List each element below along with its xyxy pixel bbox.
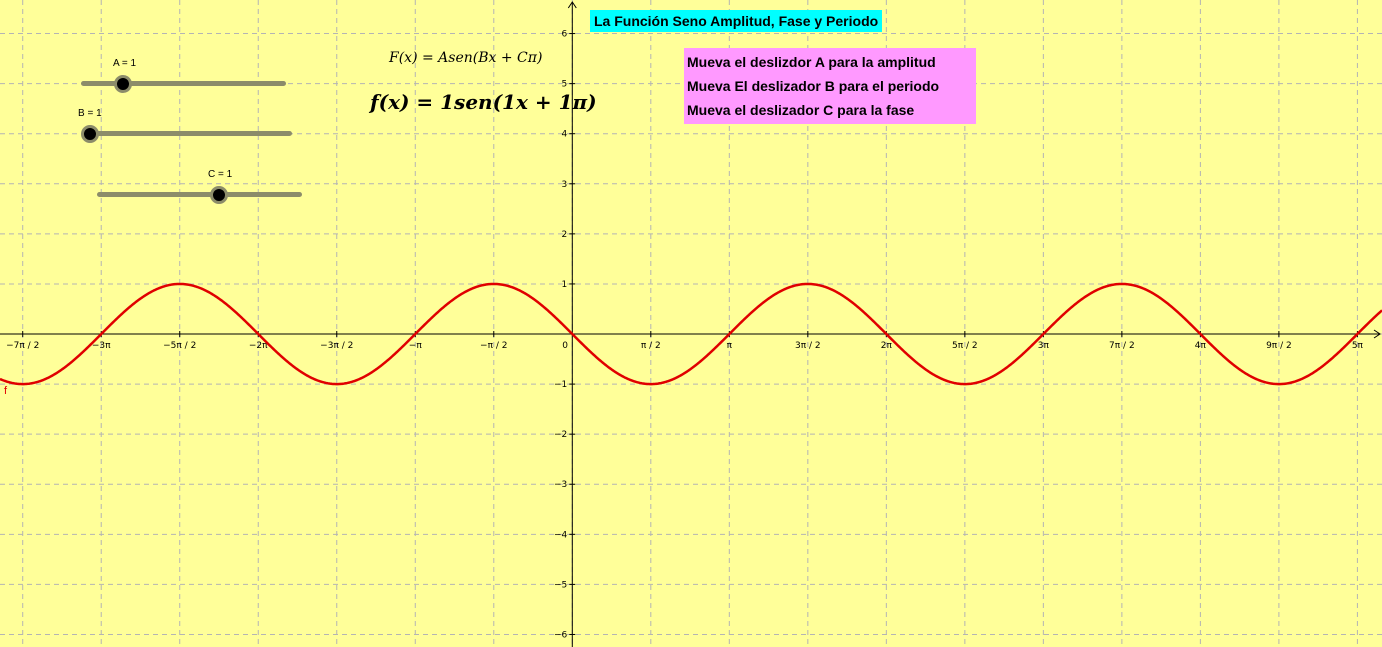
y-tick-label: −3 — [554, 480, 567, 490]
slider-c-track[interactable] — [97, 192, 302, 197]
y-tick-label: −1 — [554, 380, 567, 390]
x-tick-label: −π / 2 — [480, 341, 507, 351]
x-tick-label: π — [727, 341, 733, 351]
x-tick-label: −π — [409, 341, 423, 351]
slider-b-label: B = 1 — [78, 108, 102, 119]
instruction-period: Mueva El deslizador B para el periodo — [687, 78, 940, 94]
x-tick-label: 2π — [881, 341, 893, 351]
instruction-amplitude: Mueva el deslizdor A para la amplitud — [687, 54, 936, 70]
y-tick-label: −6 — [554, 630, 568, 640]
x-tick-label: 5π — [1352, 341, 1364, 351]
y-tick-label: 6 — [562, 30, 568, 40]
y-tick-label: 5 — [562, 80, 568, 90]
sine-curve[interactable] — [0, 282, 1382, 386]
x-tick-label: 4π — [1195, 341, 1207, 351]
x-tick-label: 9π / 2 — [1266, 341, 1292, 351]
y-tick-label: 2 — [562, 230, 568, 240]
x-tick-label: 5π / 2 — [952, 341, 978, 351]
x-tick-label: −3π / 2 — [320, 341, 353, 351]
y-tick-label: 3 — [562, 180, 568, 190]
slider-b-track[interactable] — [87, 131, 292, 136]
x-tick-label: 3π / 2 — [795, 341, 821, 351]
x-axis-arrow — [1373, 329, 1381, 339]
formula-general[interactable]: F(x) = Asen(Bx + Cπ) — [389, 50, 543, 66]
slider-c-knob[interactable] — [210, 186, 228, 204]
y-tick-label: −5 — [554, 580, 567, 590]
x-tick-label: 7π / 2 — [1109, 341, 1135, 351]
instruction-phase: Mueva el deslizador C para la fase — [687, 102, 915, 118]
y-tick-label: 4 — [562, 130, 568, 140]
x-tick-label: −5π / 2 — [163, 341, 196, 351]
x-tick-label: π / 2 — [641, 341, 661, 351]
curve-label: f — [4, 385, 8, 397]
x-tick-label: −7π / 2 — [6, 341, 39, 351]
x-tick-label: 0 — [562, 341, 568, 351]
y-tick-label: −4 — [554, 530, 568, 540]
slider-a-knob[interactable] — [114, 75, 132, 93]
slider-a-label: A = 1 — [113, 58, 137, 69]
y-axis-arrow — [567, 1, 577, 9]
slider-c-label: C = 1 — [208, 169, 233, 180]
slider-b-knob[interactable] — [81, 125, 99, 143]
instructions-box[interactable]: Mueva el deslizdor A para la amplitud Mu… — [684, 48, 976, 124]
y-tick-label: 1 — [562, 280, 568, 290]
formula-current[interactable]: f(x) = 1sen(1x + 1π) — [370, 90, 597, 114]
y-tick-label: −2 — [554, 430, 567, 440]
title-box[interactable]: La Función Seno Amplitud, Fase y Periodo — [590, 10, 883, 32]
x-tick-label: 3π — [1038, 341, 1050, 351]
slider-a-track[interactable] — [81, 81, 286, 86]
x-tick-label: −2π — [249, 341, 268, 351]
x-tick-label: −3π — [92, 341, 111, 351]
